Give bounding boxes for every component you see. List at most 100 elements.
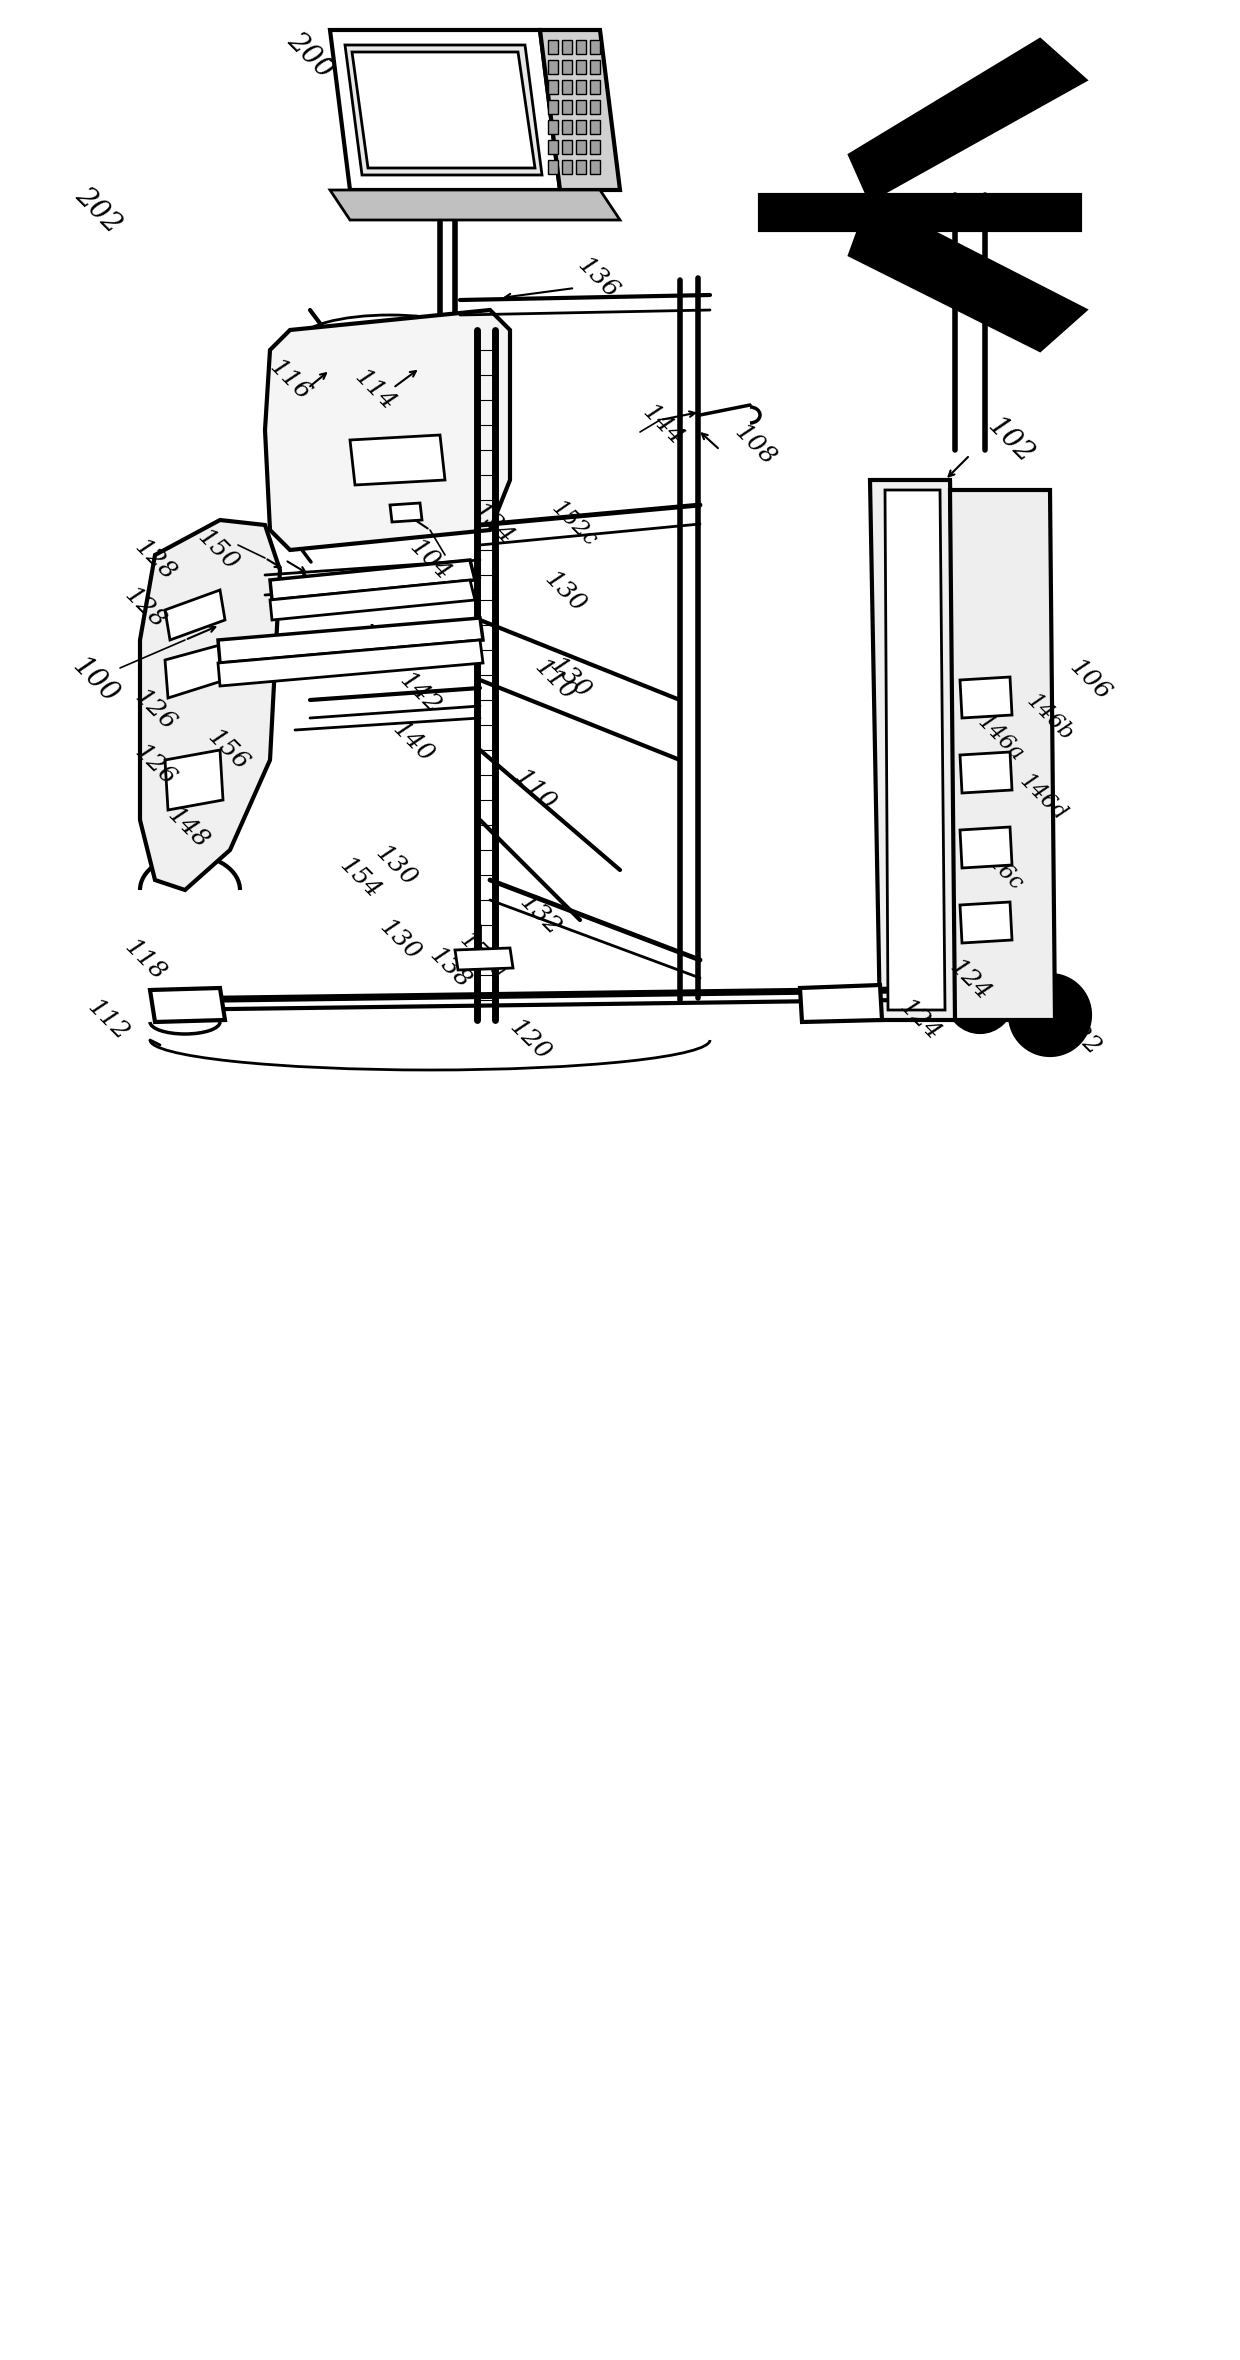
Text: 144: 144 [639,401,688,451]
Polygon shape [270,559,475,599]
Polygon shape [562,59,572,73]
Polygon shape [265,309,510,550]
Text: 126: 126 [130,684,180,734]
Circle shape [187,729,195,736]
Polygon shape [218,618,484,663]
Polygon shape [562,80,572,94]
Polygon shape [548,139,558,153]
Text: 116: 116 [265,354,315,406]
Circle shape [949,968,1012,1031]
Text: 150: 150 [193,524,243,576]
Polygon shape [960,753,1012,793]
Text: 130: 130 [541,566,590,616]
Text: 136: 136 [573,253,622,302]
Polygon shape [330,31,560,191]
Polygon shape [562,120,572,135]
Text: 106: 106 [1065,656,1115,706]
Polygon shape [391,503,422,522]
Text: 124: 124 [895,996,945,1045]
Circle shape [962,982,998,1017]
Polygon shape [960,826,1012,868]
Polygon shape [330,191,620,219]
Text: 138: 138 [425,944,475,994]
Polygon shape [577,160,587,175]
Polygon shape [165,644,224,699]
Polygon shape [548,120,558,135]
Polygon shape [849,40,1085,201]
Text: 110: 110 [510,765,560,814]
Circle shape [1025,989,1075,1041]
Polygon shape [150,989,224,1022]
Polygon shape [165,590,224,640]
Polygon shape [960,677,1012,717]
Polygon shape [590,80,600,94]
Text: 100: 100 [67,651,123,708]
Circle shape [187,741,195,750]
Polygon shape [590,160,600,175]
Text: 126: 126 [130,741,180,791]
Polygon shape [548,40,558,54]
Polygon shape [562,139,572,153]
Polygon shape [562,40,572,54]
Polygon shape [455,949,513,970]
Circle shape [174,729,182,736]
Polygon shape [590,99,600,113]
Text: 146b: 146b [1022,689,1078,746]
Text: 142: 142 [396,668,445,717]
Circle shape [1011,975,1090,1055]
Polygon shape [577,120,587,135]
Polygon shape [577,99,587,113]
Text: 122: 122 [1055,1010,1105,1060]
Text: 152a: 152a [455,927,510,984]
Text: 148: 148 [162,802,213,852]
Text: 130: 130 [546,654,595,703]
Polygon shape [590,139,600,153]
Polygon shape [950,491,1055,1020]
Polygon shape [270,581,475,621]
Polygon shape [218,640,484,687]
Circle shape [174,715,182,725]
Text: 128: 128 [130,536,180,585]
Polygon shape [539,31,620,191]
Polygon shape [350,434,445,486]
Text: 200: 200 [281,26,339,83]
Text: 154: 154 [335,852,384,904]
Polygon shape [577,80,587,94]
Polygon shape [590,59,600,73]
Polygon shape [548,80,558,94]
Text: 114: 114 [350,366,401,415]
Text: 130: 130 [371,840,420,892]
Polygon shape [577,59,587,73]
Polygon shape [352,52,534,168]
Polygon shape [562,160,572,175]
Circle shape [200,741,208,750]
Circle shape [200,729,208,736]
Text: 132: 132 [515,890,565,939]
Polygon shape [960,902,1012,944]
Polygon shape [760,196,1080,229]
Text: 156: 156 [203,725,253,774]
Circle shape [187,715,195,725]
Polygon shape [165,750,223,809]
Polygon shape [548,99,558,113]
Text: 130: 130 [374,916,425,965]
Text: 152c: 152c [547,498,601,552]
Text: 118: 118 [120,935,170,984]
Polygon shape [800,984,882,1022]
Text: 134: 134 [467,498,518,550]
Text: 204: 204 [362,97,418,153]
Text: 110: 110 [529,656,580,706]
Polygon shape [140,519,280,890]
Text: 146a: 146a [972,710,1028,765]
Polygon shape [345,45,542,175]
Polygon shape [548,59,558,73]
Text: 146d: 146d [1016,769,1071,826]
Polygon shape [870,479,960,1020]
Text: 146c: 146c [973,840,1027,894]
Circle shape [174,741,182,750]
Text: 124: 124 [945,956,994,1005]
Text: 108: 108 [730,420,780,470]
Polygon shape [548,160,558,175]
Polygon shape [885,491,945,1010]
Text: 140: 140 [388,717,438,767]
